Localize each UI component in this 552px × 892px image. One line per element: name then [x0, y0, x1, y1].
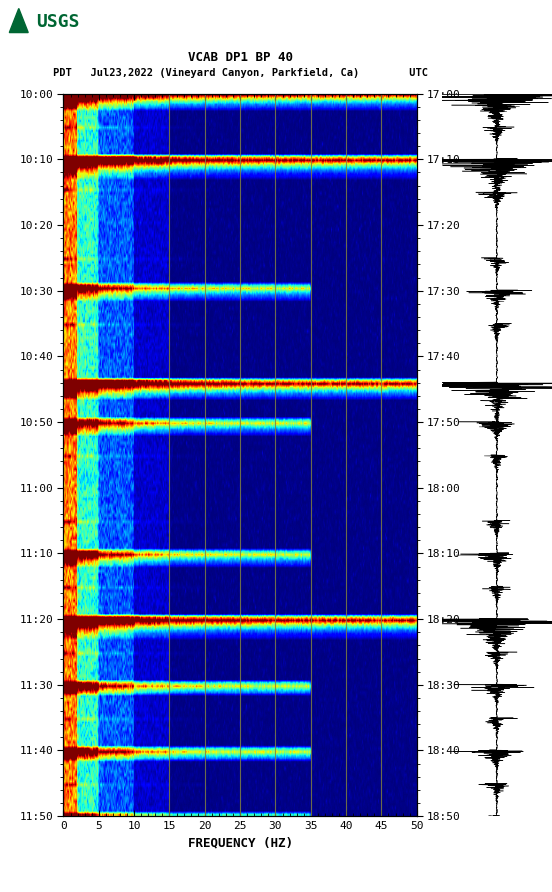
- X-axis label: FREQUENCY (HZ): FREQUENCY (HZ): [188, 837, 293, 849]
- Text: VCAB DP1 BP 40: VCAB DP1 BP 40: [188, 52, 293, 64]
- Text: PDT   Jul23,2022 (Vineyard Canyon, Parkfield, Ca)        UTC: PDT Jul23,2022 (Vineyard Canyon, Parkfie…: [52, 68, 428, 78]
- Polygon shape: [9, 8, 28, 33]
- Text: USGS: USGS: [36, 13, 79, 31]
